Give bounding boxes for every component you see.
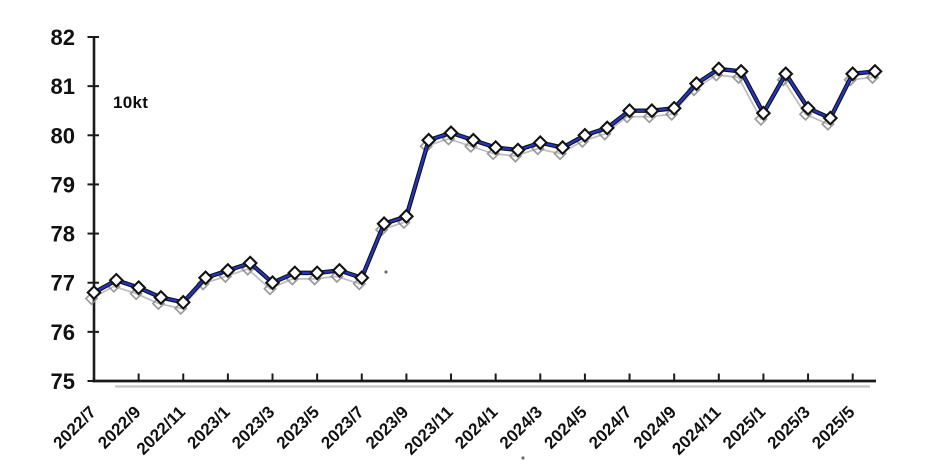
- series-line: [92, 67, 877, 304]
- data-point-marker: [577, 127, 593, 143]
- data-point-marker: [287, 265, 303, 281]
- x-tick-label: 2024/11: [668, 402, 724, 458]
- data-point-marker: [86, 284, 102, 301]
- data-point-marker: [532, 134, 548, 151]
- data-point-marker: [666, 100, 682, 116]
- data-point-marker: [309, 265, 325, 281]
- data-point-marker: [800, 100, 816, 116]
- x-tick-label: 2022/11: [133, 402, 189, 458]
- data-point-marker: [867, 63, 883, 80]
- y-tick-label: 81: [51, 74, 75, 99]
- data-point-marker: [354, 270, 370, 286]
- unit-label: 10kt: [113, 93, 149, 112]
- data-point-marker: [220, 262, 236, 279]
- data-point-marker: [376, 216, 392, 232]
- x-tick-label: 2025/1: [719, 402, 769, 452]
- data-point-marker: [510, 142, 526, 158]
- data-point-marker: [108, 272, 124, 288]
- data-point-marker: [487, 139, 504, 156]
- data-point-marker: [845, 66, 861, 82]
- x-tick-label: 2023/5: [273, 402, 323, 452]
- y-tick-label: 78: [51, 222, 75, 247]
- data-point-marker: [130, 279, 147, 296]
- x-tick-label: 2023/3: [228, 402, 278, 452]
- data-point-marker: [421, 132, 437, 148]
- y-tick-label: 80: [51, 123, 75, 148]
- y-tick-label: 77: [51, 271, 75, 296]
- y-tick-label: 82: [51, 25, 75, 50]
- x-tick-label: 2023/7: [317, 402, 367, 452]
- data-point-marker: [264, 275, 281, 291]
- data-point-marker: [554, 139, 571, 156]
- x-tick-label: 2024/3: [496, 402, 546, 452]
- x-tick-label: 2022/7: [50, 402, 100, 452]
- data-point-marker: [443, 125, 459, 141]
- data-point-marker: [688, 76, 705, 92]
- x-tick-label: 2023/1: [184, 402, 234, 452]
- scan-speck: [521, 456, 525, 460]
- data-point-marker: [733, 63, 749, 80]
- data-point-marker: [711, 61, 727, 77]
- data-point-marker: [242, 255, 258, 271]
- data-point-marker: [644, 103, 660, 119]
- scan-speck: [384, 270, 388, 274]
- y-tick-label: 76: [51, 320, 75, 345]
- data-point-marker: [153, 289, 169, 306]
- y-tick-label: 75: [51, 369, 75, 394]
- x-tick-label: 2024/5: [541, 402, 591, 452]
- data-point-marker: [755, 105, 772, 121]
- y-tick-label: 79: [51, 172, 75, 197]
- x-tick-label: 2024/7: [585, 402, 635, 452]
- data-point-marker: [822, 110, 839, 126]
- data-point-marker: [778, 66, 794, 82]
- data-point-marker: [175, 294, 191, 311]
- data-point-marker: [465, 132, 482, 148]
- data-point-marker: [398, 208, 415, 225]
- x-tick-label: 2024/1: [451, 402, 501, 452]
- data-point-marker: [197, 270, 214, 286]
- x-tick-label: 2023/11: [401, 402, 457, 458]
- data-point-marker: [621, 103, 638, 119]
- x-tick-label: 2025/5: [808, 402, 858, 452]
- data-point-marker: [599, 120, 615, 136]
- data-point-marker: [331, 262, 348, 279]
- x-tick-label: 2025/3: [764, 402, 814, 452]
